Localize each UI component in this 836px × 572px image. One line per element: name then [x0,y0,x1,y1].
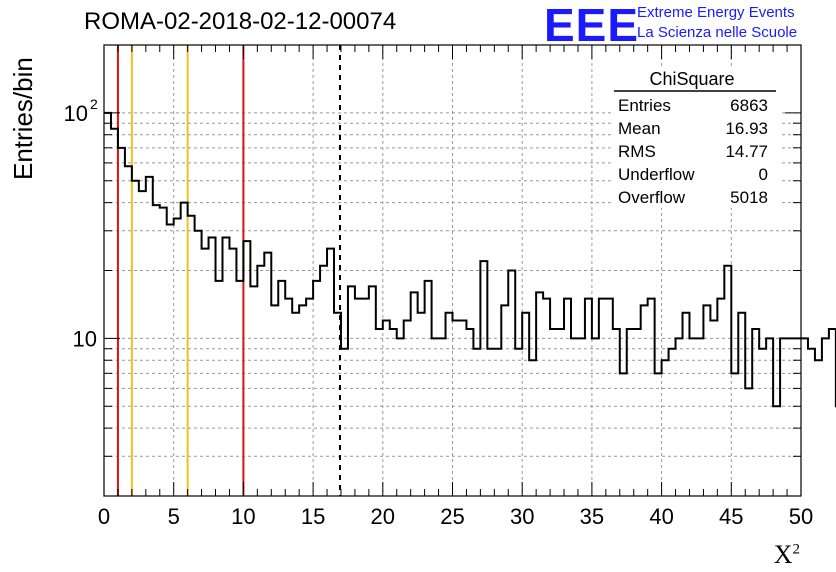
y-tick-label-sup: 2 [90,96,98,112]
eee-logo: EEE [544,0,640,51]
y-tick-label: 10 [64,101,88,126]
stats-row-label: Overflow [618,188,686,207]
x-axis-label: X2 [774,540,800,570]
x-tick-label: 45 [719,504,743,529]
stats-row-value: 14.77 [725,142,768,161]
x-tick-label: 20 [371,504,395,529]
histogram-line [104,111,836,408]
x-tick-label: 50 [789,504,813,529]
x-axis-label-base: X [773,540,793,569]
logo-subtitle-1: Extreme Energy Events [637,4,795,21]
stats-row-label: RMS [618,142,656,161]
x-tick-label: 0 [98,504,110,529]
x-tick-label: 5 [168,504,180,529]
chart-title: ROMA-02-2018-02-12-00074 [84,8,397,35]
x-tick-label: 40 [649,504,673,529]
stats-row-value: 0 [759,165,768,184]
stats-row-label: Mean [618,119,661,138]
stats-box [612,66,780,208]
x-tick-label: 35 [580,504,604,529]
y-axis-label: Entries/bin [8,57,38,180]
x-tick-label: 10 [231,504,255,529]
stats-row-label: Underflow [618,165,695,184]
stats-row-value: 16.93 [725,119,768,138]
x-axis-label-sup: 2 [792,541,801,558]
y-tick-label: 10 [73,326,97,351]
logo-subtitle-2: La Scienza nelle Scuole [637,24,798,41]
stats-row-value: 5018 [730,188,768,207]
stats-box-title: ChiSquare [649,69,734,89]
stats-row-value: 6863 [730,96,768,115]
x-tick-label: 25 [440,504,464,529]
x-tick-label: 15 [301,504,325,529]
stats-row-label: Entries [618,96,671,115]
x-tick-label: 30 [510,504,534,529]
